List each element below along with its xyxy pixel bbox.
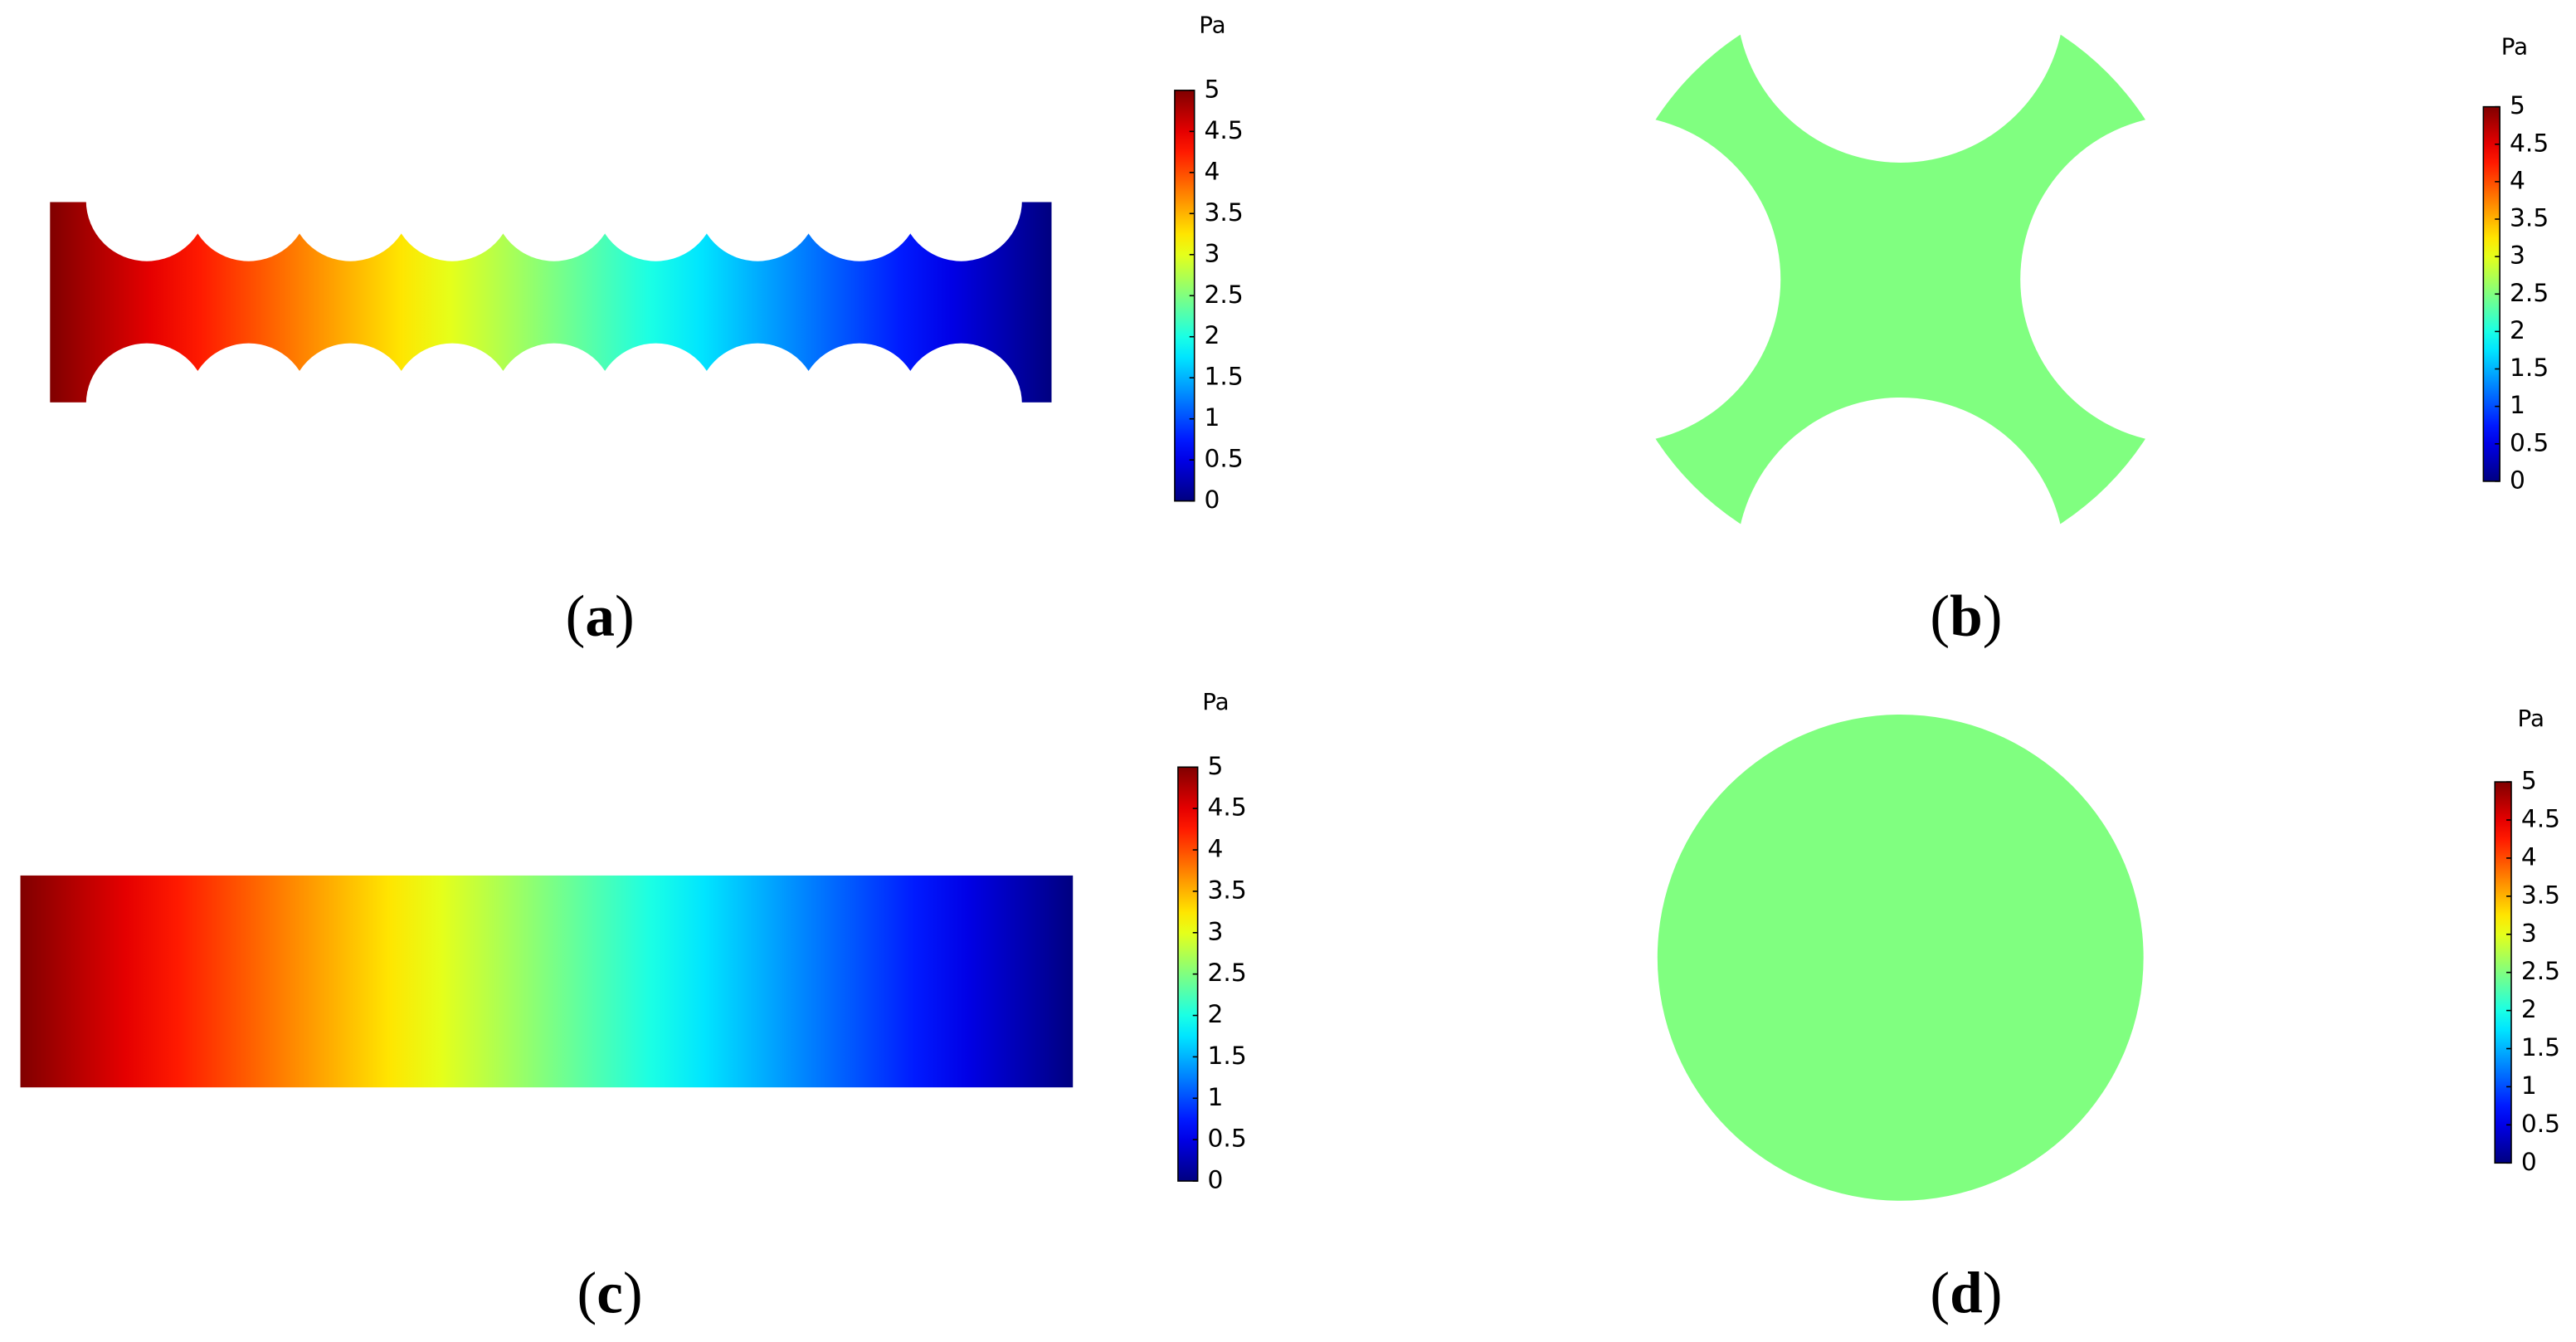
colorbar-tick-label: 1.5 bbox=[2510, 353, 2549, 382]
colorbar-unit: Pa bbox=[2501, 32, 2528, 60]
colorbar-tick-label: 0 bbox=[1205, 485, 1220, 514]
colorbar-tick-label: 0.5 bbox=[1208, 1124, 1247, 1153]
colorbar-tick-label: 2 bbox=[2510, 315, 2525, 344]
colorbar-tick-label: 1.5 bbox=[1208, 1041, 1247, 1070]
pressure-field bbox=[20, 875, 1074, 1088]
colorbar-tick-label: 0.5 bbox=[2521, 1109, 2560, 1138]
colorbar-tick-label: 2.5 bbox=[1205, 280, 1244, 309]
colorbar-tick-label: 1 bbox=[2521, 1071, 2537, 1100]
panel-label-part: ( bbox=[577, 1261, 597, 1325]
panel-label-part: c bbox=[597, 1261, 623, 1325]
panel-label-part: ) bbox=[615, 584, 635, 649]
colorbar-tick-label: 0 bbox=[1208, 1165, 1224, 1194]
colorbar-tick-label: 5 bbox=[1205, 74, 1220, 103]
colorbar-tick-label: 4.5 bbox=[2521, 804, 2560, 833]
panel: 0 0.5 1 1.5 2 2.5 3 3.5 4 4.5 5 Pa (c) bbox=[20, 688, 1247, 1325]
panel-label: (b) bbox=[1930, 584, 2002, 649]
colorbar-tick-label: 5 bbox=[1208, 751, 1224, 780]
panel-label-part: ( bbox=[1930, 584, 1950, 649]
colorbar-tick-label: 3 bbox=[1205, 238, 1220, 267]
colorbar-tick-label: 1.5 bbox=[2521, 1032, 2560, 1061]
colorbar-unit: Pa bbox=[2518, 705, 2544, 732]
panel-label-part: ) bbox=[1983, 584, 2003, 649]
colorbar-tick-label: 3.5 bbox=[2521, 880, 2560, 909]
colorbar-tick-label: 3.5 bbox=[2510, 203, 2549, 232]
colorbar-tick-label: 5 bbox=[2521, 766, 2537, 795]
colorbar-tick-label: 1 bbox=[2510, 390, 2525, 419]
pressure-field bbox=[50, 202, 1052, 403]
colorbar-tick-label: 1 bbox=[1208, 1082, 1224, 1111]
pressure-field bbox=[1605, 0, 2196, 575]
colorbar-tick-label: 2 bbox=[1208, 999, 1224, 1028]
colorbar-tick-label: 3.5 bbox=[1205, 198, 1244, 227]
panel: 0 0.5 1 1.5 2 2.5 3 3.5 4 4.5 5 Pa (a) bbox=[50, 12, 1244, 649]
colorbar-tick-label: 0 bbox=[2510, 465, 2525, 494]
colorbar-unit: Pa bbox=[1199, 12, 1225, 39]
panel-label-part: ( bbox=[1930, 1261, 1950, 1325]
panel-label-part: d bbox=[1950, 1261, 1983, 1325]
colorbar-tick-label: 2 bbox=[2521, 994, 2537, 1023]
colorbar-tick-label: 4 bbox=[2521, 842, 2537, 871]
colorbar-tick-label: 5 bbox=[2510, 90, 2525, 120]
colorbar-tick-label: 2.5 bbox=[2510, 278, 2549, 307]
panel-label-part: ) bbox=[623, 1261, 643, 1325]
colorbar-tick-label: 2 bbox=[1205, 320, 1220, 349]
colorbar-tick-label: 4 bbox=[1205, 156, 1220, 185]
panel-label-part: ) bbox=[1983, 1261, 2003, 1325]
panel-label-part: ( bbox=[566, 584, 586, 649]
panel-label-part: a bbox=[585, 584, 615, 649]
colorbar-tick-label: 1 bbox=[1205, 403, 1220, 432]
colorbar-unit: Pa bbox=[1202, 688, 1229, 715]
colorbar-tick-label: 0.5 bbox=[2510, 427, 2549, 456]
colorbar-tick-label: 2.5 bbox=[1208, 958, 1247, 987]
panel-label: (a) bbox=[566, 584, 635, 649]
panel-label: (c) bbox=[577, 1261, 643, 1325]
colorbar-tick-label: 4.5 bbox=[2510, 128, 2549, 157]
colorbar-tick-label: 3 bbox=[1208, 916, 1224, 945]
colorbar-tick-label: 3 bbox=[2510, 241, 2525, 270]
colorbar-tick-label: 0.5 bbox=[1205, 444, 1244, 473]
colorbar-tick-label: 3.5 bbox=[1208, 875, 1247, 904]
colorbar-tick-label: 4.5 bbox=[1208, 793, 1247, 822]
colorbar-tick-label: 4 bbox=[2510, 165, 2525, 194]
pressure-field bbox=[1657, 714, 2144, 1201]
colorbar-tick-label: 3 bbox=[2521, 918, 2537, 947]
panel-label-part: b bbox=[1950, 584, 1983, 649]
panel: 0 0.5 1 1.5 2 2.5 3 3.5 4 4.5 5 Pa (d) bbox=[1657, 705, 2560, 1325]
panel-label: (d) bbox=[1930, 1261, 2002, 1325]
colorbar-tick-label: 0 bbox=[2521, 1147, 2537, 1176]
colorbar-tick-label: 1.5 bbox=[1205, 362, 1244, 391]
colorbar-tick-label: 4 bbox=[1208, 834, 1224, 863]
colorbar-tick-label: 2.5 bbox=[2521, 956, 2560, 985]
panel: 0 0.5 1 1.5 2 2.5 3 3.5 4 4.5 5 Pa (b) bbox=[1605, 0, 2549, 649]
colorbar-tick-label: 4.5 bbox=[1205, 115, 1244, 144]
